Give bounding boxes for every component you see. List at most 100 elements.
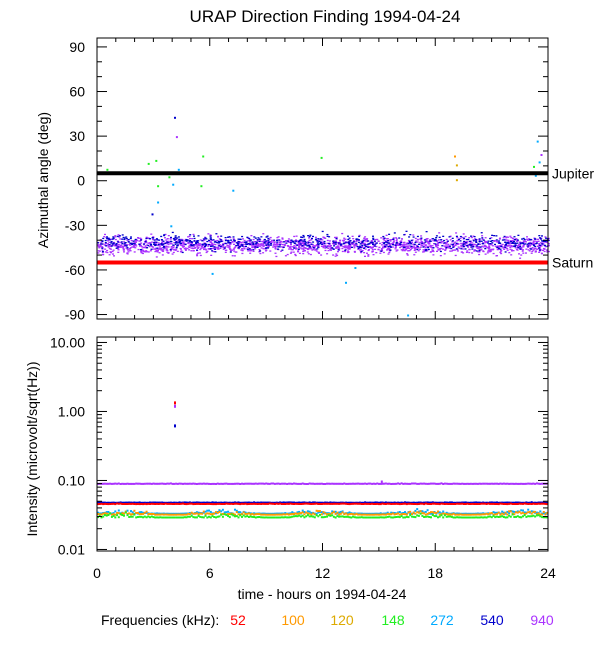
azimuth-point — [452, 246, 455, 248]
azimuth-point — [318, 239, 321, 241]
intensity-point — [452, 516, 455, 519]
azimuth-point — [463, 240, 466, 243]
intensity-point — [178, 513, 181, 516]
azimuth-point — [542, 249, 544, 251]
intensity-point — [332, 515, 335, 518]
azimuth-point — [385, 234, 388, 236]
azimuth-point — [97, 242, 99, 244]
intensity-point — [482, 501, 485, 504]
intensity-point — [409, 512, 412, 515]
azimuth-point — [149, 250, 152, 252]
intensity-point — [149, 501, 151, 504]
azimuth-point — [375, 242, 378, 244]
intensity-point — [360, 501, 363, 504]
intensity-point — [109, 512, 112, 515]
intensity-point — [416, 501, 419, 504]
azimuth-point — [412, 243, 415, 245]
intensity-point — [447, 515, 450, 518]
azimuth-point — [342, 240, 345, 242]
intensity-point — [103, 514, 106, 516]
intensity-point — [346, 512, 349, 515]
intensity-point — [152, 516, 155, 519]
intensity-point — [154, 482, 157, 485]
intensity-point — [298, 501, 301, 504]
azimuth-point — [529, 247, 532, 249]
intensity-point — [107, 514, 110, 516]
intensity-point — [293, 513, 295, 515]
azimuth-point — [224, 251, 227, 253]
azimuth-point — [184, 248, 187, 250]
azimuth-point — [164, 233, 167, 236]
azimuth-point — [349, 246, 352, 248]
intensity-point — [185, 482, 188, 485]
azimuth-point — [167, 243, 170, 246]
intensity-point — [398, 482, 401, 485]
azimuth-point — [103, 244, 106, 246]
azimuth-point — [237, 238, 240, 240]
azimuth-point — [445, 247, 448, 249]
azimuth-point — [472, 235, 475, 237]
azimuth-point — [497, 247, 500, 250]
intensity-point — [339, 510, 342, 513]
intensity-point — [424, 482, 427, 485]
intensity-point — [282, 503, 285, 505]
intensity-point — [515, 515, 517, 518]
intensity-point — [352, 513, 354, 516]
azimuth-point — [395, 240, 398, 242]
intensity-point — [301, 501, 304, 504]
intensity-point — [105, 501, 108, 504]
azimuth-point — [188, 241, 191, 243]
intensity-point — [405, 513, 408, 516]
azimuth-point — [218, 238, 221, 240]
intensity-point — [114, 501, 117, 504]
azimuth-point — [258, 238, 261, 240]
azimuth-point — [468, 237, 471, 239]
azimuth-point — [268, 244, 271, 246]
azimuth-point — [133, 241, 136, 243]
intensity-point — [187, 512, 190, 515]
intensity-point — [117, 509, 120, 512]
intensity-point — [253, 512, 256, 515]
intensity-point — [199, 512, 202, 515]
intensity-point — [319, 510, 321, 513]
azimuth-point — [261, 245, 264, 247]
intensity-point — [142, 501, 145, 504]
azimuth-point — [460, 246, 463, 248]
azimuth-point — [197, 252, 199, 254]
azimuth-point — [199, 239, 202, 241]
intensity-point — [100, 502, 103, 505]
azimuth-point — [181, 251, 184, 254]
azimuth-point — [310, 243, 313, 245]
azimuth-point — [249, 239, 252, 241]
azimuth-point — [142, 250, 145, 253]
intensity-point — [501, 501, 504, 504]
azimuth-point — [230, 250, 232, 252]
intensity-point — [433, 515, 436, 518]
azimuth-point — [543, 250, 546, 253]
azimuth-point — [180, 242, 182, 245]
azimuth-point — [343, 250, 346, 252]
intensity-point — [213, 501, 216, 504]
azimuth-point — [367, 246, 370, 248]
azimuth-outlier-point — [454, 155, 456, 158]
azimuth-point — [510, 241, 512, 243]
azimuth-point — [491, 242, 494, 244]
azimuth-point — [424, 246, 427, 248]
azimuth-point — [156, 247, 159, 249]
azimuth-point — [390, 246, 392, 248]
intensity-point — [308, 502, 311, 505]
azimuth-point — [471, 245, 473, 247]
azimuth-point — [434, 240, 436, 242]
azimuth-point — [204, 237, 207, 239]
intensity-point — [228, 516, 231, 519]
intensity-point — [273, 516, 276, 519]
intensity-point — [336, 511, 339, 514]
azimuth-point — [125, 247, 128, 249]
azimuth-point — [162, 243, 165, 245]
azimuth-point — [336, 246, 339, 248]
azimuth-point — [525, 252, 527, 254]
azimuth-point — [193, 240, 196, 242]
intensity-point — [249, 512, 252, 515]
azimuth-point — [160, 243, 163, 245]
azimuth-point — [470, 246, 473, 248]
